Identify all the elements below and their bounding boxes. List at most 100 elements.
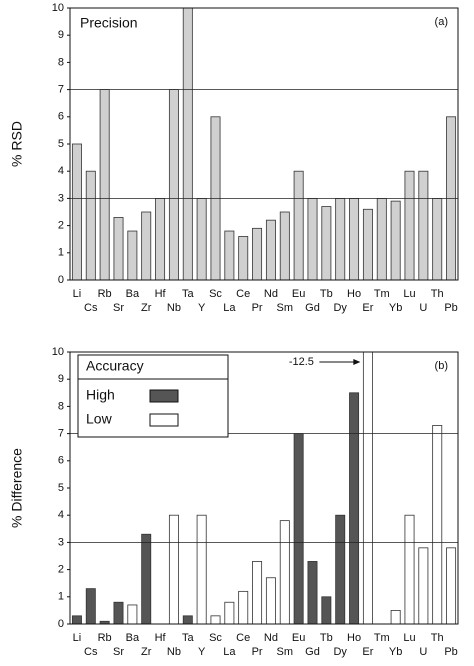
- bar: [182, 615, 193, 624]
- x-tick-label: Nd: [264, 288, 278, 300]
- bar: [362, 352, 373, 624]
- y-tick-label: 8: [58, 56, 64, 68]
- bar: [293, 170, 304, 280]
- y-tick-label: 9: [58, 29, 64, 41]
- x-tick-label: Eu: [292, 632, 305, 644]
- bar: [293, 433, 304, 624]
- x-tick-label: Ta: [182, 632, 195, 644]
- bar: [279, 211, 290, 280]
- bar: [238, 590, 249, 624]
- bar: [224, 230, 235, 280]
- bar: [404, 514, 415, 624]
- x-tick-label: Lu: [403, 632, 415, 644]
- x-tick-label: Pb: [444, 302, 457, 314]
- x-tick-label: Sr: [113, 646, 124, 658]
- y-tick-label: 4: [58, 165, 64, 177]
- bar: [432, 425, 443, 624]
- plot-area: [71, 8, 457, 280]
- y-tick-label: 6: [58, 111, 64, 123]
- y-axis-label: % RSD: [9, 121, 25, 167]
- plot-area: [71, 352, 457, 624]
- bar: [307, 197, 318, 280]
- y-tick-label: 10: [52, 346, 64, 358]
- legend-swatch: [149, 389, 179, 403]
- bar: [335, 514, 346, 624]
- y-tick-label: 6: [58, 455, 64, 467]
- y-tick-label: 10: [52, 2, 64, 14]
- x-tick-label: Gd: [305, 646, 320, 658]
- bar: [224, 601, 235, 624]
- x-tick-label: Pr: [252, 302, 263, 314]
- bar: [252, 227, 263, 280]
- bar: [99, 620, 110, 624]
- x-tick-label: Zr: [141, 646, 152, 658]
- legend-label: Low: [86, 411, 113, 427]
- plot-frame: [69, 7, 459, 281]
- y-tick-label: 0: [58, 274, 64, 286]
- y-tick-label: 7: [58, 84, 64, 96]
- plot-frame: [69, 351, 459, 625]
- x-tick-label: Sc: [209, 288, 222, 300]
- bar: [141, 211, 152, 280]
- bar: [446, 547, 457, 624]
- bar: [127, 230, 138, 280]
- x-tick-label: Ba: [126, 632, 140, 644]
- x-tick-label: Th: [431, 288, 444, 300]
- x-tick-label: Tm: [374, 632, 390, 644]
- x-tick-label: Hf: [155, 632, 167, 644]
- x-tick-label: Lu: [403, 288, 415, 300]
- annotation: -12.5: [289, 356, 314, 368]
- x-tick-label: Zr: [141, 302, 152, 314]
- x-tick-label: Nb: [167, 646, 181, 658]
- bar: [279, 520, 290, 624]
- bar: [210, 615, 221, 624]
- legend-title: Accuracy: [86, 358, 144, 374]
- y-tick-label: 5: [58, 138, 64, 150]
- x-tick-label: Sm: [277, 646, 294, 658]
- y-tick-label: 8: [58, 400, 64, 412]
- x-tick-label: Pb: [444, 646, 457, 658]
- x-tick-label: Rb: [98, 632, 112, 644]
- bar: [196, 197, 207, 280]
- bar: [182, 8, 193, 280]
- bar: [390, 610, 401, 624]
- bar: [252, 561, 263, 624]
- bar: [265, 577, 276, 624]
- y-tick-label: 3: [58, 536, 64, 548]
- x-tick-label: Sm: [277, 302, 294, 314]
- bar: [418, 547, 429, 624]
- bar: [85, 588, 96, 624]
- bar: [321, 206, 332, 280]
- bar: [265, 219, 276, 280]
- bar: [168, 514, 179, 624]
- x-tick-label: Rb: [98, 288, 112, 300]
- x-tick-label: Sc: [209, 632, 222, 644]
- x-tick-label: Tm: [374, 288, 390, 300]
- y-tick-label: 0: [58, 618, 64, 630]
- y-tick-label: 1: [58, 591, 64, 603]
- x-tick-label: Yb: [389, 302, 402, 314]
- x-tick-label: Ho: [347, 288, 361, 300]
- x-tick-label: Yb: [389, 646, 402, 658]
- x-tick-label: Pr: [252, 646, 263, 658]
- bar: [238, 236, 249, 280]
- x-tick-label: Ta: [182, 288, 195, 300]
- bar: [349, 392, 360, 624]
- x-tick-label: Nb: [167, 302, 181, 314]
- bar: [196, 514, 207, 624]
- x-tick-label: Ba: [126, 288, 140, 300]
- y-tick-label: 2: [58, 220, 64, 232]
- y-tick-label: 7: [58, 428, 64, 440]
- x-tick-label: Li: [73, 288, 82, 300]
- bar: [99, 89, 110, 280]
- x-tick-label: Cs: [84, 646, 98, 658]
- bar: [127, 604, 138, 624]
- y-tick-label: 9: [58, 373, 64, 385]
- y-tick-label: 3: [58, 192, 64, 204]
- x-tick-label: Dy: [333, 646, 347, 658]
- bar: [141, 533, 152, 624]
- bar: [376, 197, 387, 280]
- bar: [307, 561, 318, 624]
- x-tick-label: Nd: [264, 632, 278, 644]
